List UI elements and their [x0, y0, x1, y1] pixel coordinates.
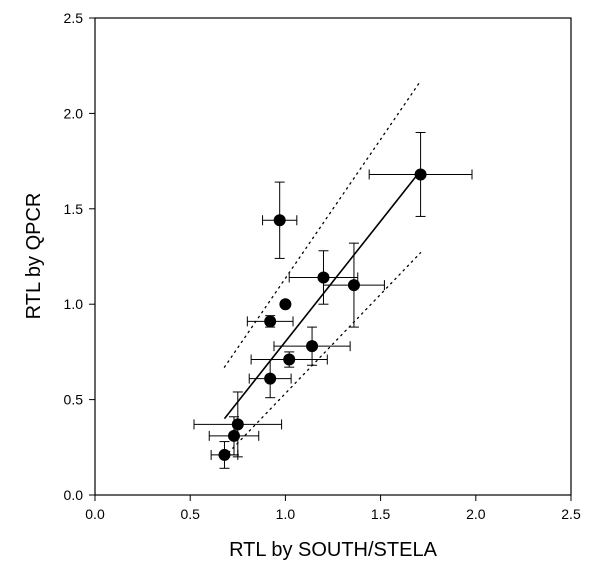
- x-tick-label: 2.0: [466, 506, 486, 522]
- y-tick-label: 0.0: [64, 487, 84, 503]
- lower-confidence-line: [223, 252, 422, 458]
- y-tick-label: 1.0: [64, 296, 84, 312]
- data-point: [273, 214, 286, 227]
- data-point: [218, 448, 231, 461]
- y-tick-label: 1.5: [64, 201, 84, 217]
- data-point: [279, 298, 292, 311]
- data-point: [264, 315, 277, 328]
- x-tick-label: 1.5: [371, 506, 391, 522]
- axis-ticks: 0.0 0.5 1.0 1.5 2.0 2.5 0.0 0.5 1.0 1.5 2.0 2.5: [64, 10, 581, 522]
- data-point: [306, 340, 319, 353]
- data-points: [218, 168, 427, 461]
- error-bars: [193, 131, 473, 469]
- x-tick-label: 2.5: [561, 506, 581, 522]
- x-tick-label: 1.0: [276, 506, 296, 522]
- upper-confidence-line: [223, 80, 422, 368]
- data-point: [264, 372, 277, 385]
- x-axis-title: RTL by SOUTH/STELA: [229, 539, 437, 561]
- x-tick-label: 0.5: [180, 506, 200, 522]
- regression-line-group: [223, 170, 422, 420]
- plot-frame: [94, 17, 572, 496]
- confidence-bands: [223, 80, 422, 458]
- data-point: [347, 279, 360, 292]
- data-point: [317, 271, 330, 284]
- data-point: [283, 353, 296, 366]
- y-tick-label: 0.5: [64, 392, 84, 408]
- data-point: [227, 429, 240, 442]
- data-point: [231, 418, 244, 431]
- y-axis-title: RTL by QPCR: [23, 193, 45, 320]
- data-point: [414, 168, 427, 181]
- y-tick-label: 2.5: [64, 10, 84, 26]
- x-tick-label: 0.0: [85, 506, 105, 522]
- y-tick-label: 2.0: [64, 105, 84, 121]
- regression-line: [223, 170, 422, 420]
